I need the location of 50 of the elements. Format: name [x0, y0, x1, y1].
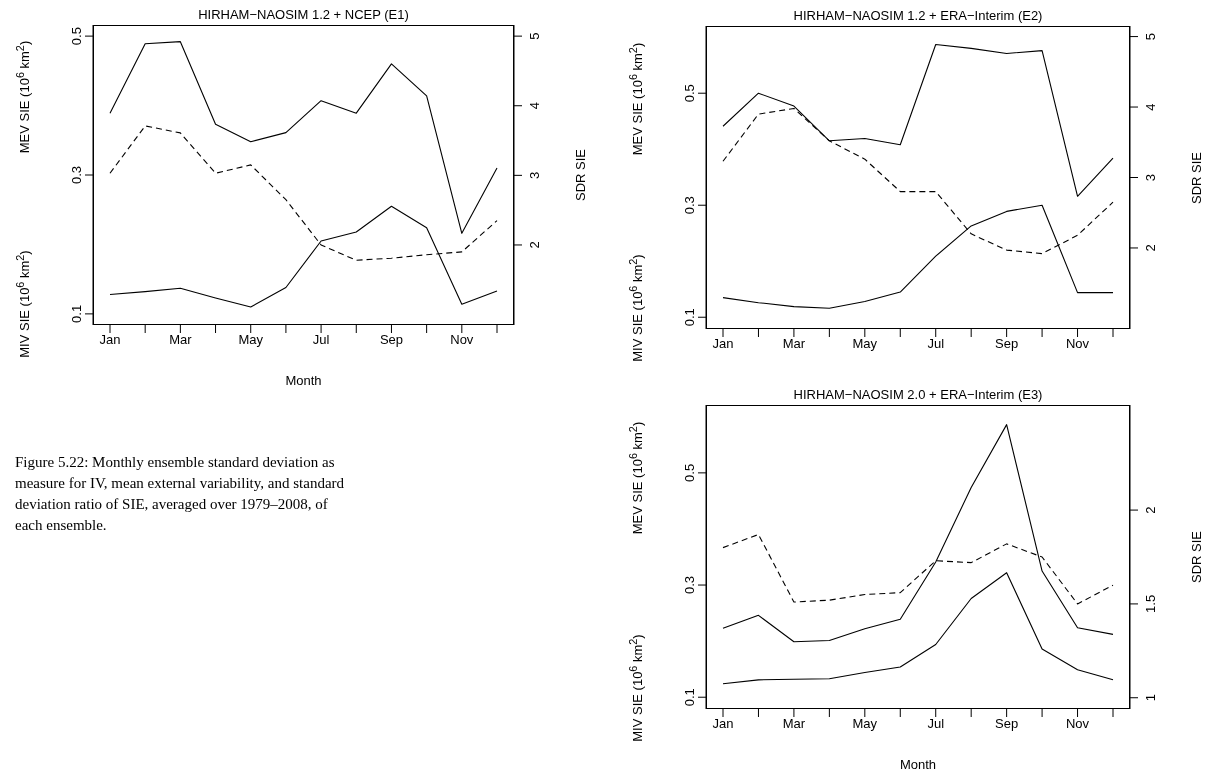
x-tick-label: Nov — [450, 332, 474, 348]
x-axis-title: Month — [285, 373, 322, 388]
y-tick-label: 0.5 — [682, 463, 697, 482]
x-tick-label: Sep — [995, 716, 1019, 732]
y2-axis-title: SDR SIE — [1188, 151, 1204, 204]
y2-tick-label: 3 — [527, 171, 542, 179]
y-tick-label: 0.3 — [682, 576, 697, 595]
y2-tick-label: 5 — [527, 32, 542, 40]
y-tick-label: 0.1 — [682, 308, 697, 327]
y-tick-label: 0.1 — [69, 304, 84, 323]
y2-axis-title: SDR SIE — [572, 148, 588, 202]
x-tick-label: Mar — [169, 332, 193, 348]
line-series — [722, 572, 1114, 685]
y2-tick-label: 1.5 — [1143, 594, 1158, 613]
y2-tick-label: 2 — [1143, 506, 1158, 514]
x-tick-label: Nov — [1065, 336, 1090, 352]
x-tick-label: May — [852, 336, 878, 352]
x-tick-label: Sep — [379, 332, 404, 348]
x-tick-label: May — [852, 716, 878, 732]
line-series — [722, 424, 1114, 643]
x-tick-label: Jul — [927, 716, 945, 732]
y-tick-label: 0.5 — [69, 27, 84, 46]
x-tick-label: Nov — [1065, 716, 1090, 732]
x-tick-label: Mar — [782, 716, 806, 732]
y-tick-label: 0.5 — [682, 84, 697, 103]
x-axis-title: Month — [899, 757, 937, 772]
y2-axis-title: SDR SIE — [1188, 530, 1204, 584]
chart-title: HIRHAM−NAOSIM 2.0 + ERA−Interim (E3) — [793, 387, 1043, 402]
y2-tick-label: 2 — [1143, 244, 1158, 252]
y2-tick-label: 1 — [1143, 694, 1158, 702]
x-tick-label: Jul — [927, 336, 945, 352]
x-tick-label: May — [238, 332, 264, 348]
y-tick-label: 0.3 — [69, 165, 84, 185]
caption: Figure 5.22: Monthly ensemble standard deviation as measure for IV, mean external variability, and standard deviation ratio of SIE, averaged over 1979–2008, of each ensemble. — [15, 453, 345, 535]
y2-tick-label: 4 — [1143, 103, 1158, 111]
y2-tick-label: 2 — [527, 241, 542, 249]
y2-tick-label: 4 — [527, 102, 542, 110]
x-tick-label: Jan — [712, 336, 734, 352]
y2-tick-label: 5 — [1143, 32, 1158, 41]
x-tick-label: Jan — [99, 332, 121, 348]
y-tick-label: 0.1 — [682, 688, 697, 707]
y2-tick-label: 3 — [1143, 173, 1158, 182]
chart-title: HIRHAM−NAOSIM 1.2 + NCEP (E1) — [198, 7, 409, 22]
x-tick-label: Mar — [782, 336, 806, 352]
x-tick-label: Sep — [995, 336, 1019, 352]
x-tick-label: Jul — [312, 332, 330, 348]
chart-title: HIRHAM−NAOSIM 1.2 + ERA−Interim (E2) — [793, 8, 1043, 23]
line-series — [109, 41, 498, 234]
y-tick-label: 0.3 — [682, 196, 697, 215]
x-tick-label: Jan — [712, 716, 734, 732]
